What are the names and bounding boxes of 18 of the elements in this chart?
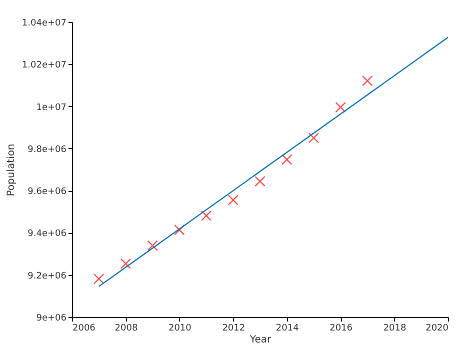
x-tick-label: 2012 [222, 324, 246, 334]
y-tick-label: 1.02e+07 [22, 60, 66, 71]
y-tick-label: 9.8e+06 [28, 144, 67, 155]
x-tick-label: 2018 [383, 324, 407, 334]
x-tick-label: 2020 [426, 324, 449, 334]
y-tick-label: 1.04e+07 [22, 18, 66, 28]
x-tick-label: 2016 [330, 324, 353, 334]
x-axis-title: Year [248, 334, 272, 346]
y-tick-label: 9.6e+06 [28, 187, 67, 198]
x-tick-label: 2006 [72, 324, 96, 334]
y-tick-label: 9e+06 [36, 314, 67, 324]
x-tick-label: 2014 [276, 324, 300, 334]
x-tick-label: 2010 [168, 324, 192, 334]
y-tick-label: 1e+07 [36, 102, 66, 113]
y-axis-title: Population [6, 144, 17, 196]
y-tick-label: 9.4e+06 [28, 229, 67, 240]
y-tick-label: 9.2e+06 [28, 271, 67, 282]
x-tick-label: 2008 [114, 324, 138, 334]
